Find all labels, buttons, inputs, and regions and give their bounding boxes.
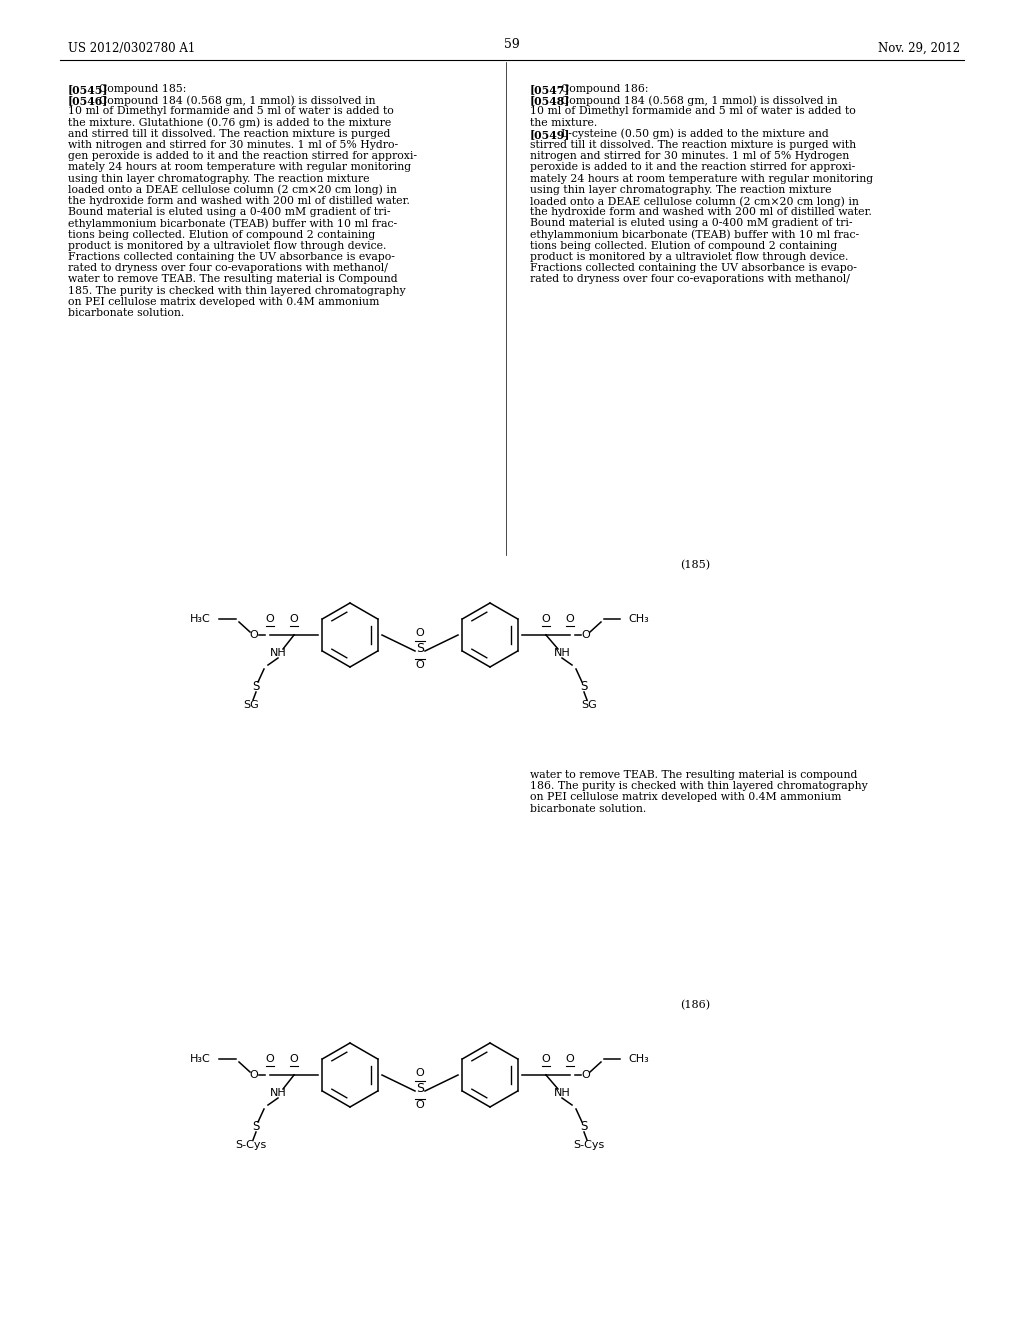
Text: on PEI cellulose matrix developed with 0.4M ammonium: on PEI cellulose matrix developed with 0… [68, 297, 379, 306]
Text: S: S [416, 643, 424, 656]
Text: Compound 186:: Compound 186: [554, 84, 649, 94]
Text: O: O [265, 614, 274, 624]
Text: [0546]: [0546] [68, 95, 109, 106]
Text: O: O [542, 1053, 550, 1064]
Text: SG: SG [243, 700, 259, 710]
Text: S-Cys: S-Cys [236, 1140, 266, 1150]
Text: US 2012/0302780 A1: US 2012/0302780 A1 [68, 42, 196, 55]
Text: tions being collected. Elution of compound 2 containing: tions being collected. Elution of compou… [68, 230, 375, 240]
Text: 185. The purity is checked with thin layered chromatography: 185. The purity is checked with thin lay… [68, 285, 406, 296]
Text: O: O [416, 628, 424, 638]
Text: NH: NH [269, 1088, 287, 1098]
Text: 59: 59 [504, 38, 520, 51]
Text: [0545]: [0545] [68, 84, 109, 95]
Text: O: O [265, 1053, 274, 1064]
Text: rated to dryness over four co-evaporations with methanol/: rated to dryness over four co-evaporatio… [68, 263, 388, 273]
Text: NH: NH [554, 648, 570, 657]
Text: NH: NH [269, 648, 287, 657]
Text: Compound 184 (0.568 gm, 1 mmol) is dissolved in: Compound 184 (0.568 gm, 1 mmol) is disso… [92, 95, 376, 106]
Text: O: O [290, 614, 298, 624]
Text: loaded onto a DEAE cellulose column (2 cm×20 cm long) in: loaded onto a DEAE cellulose column (2 c… [68, 185, 397, 195]
Text: ethylammonium bicarbonate (TEAB) buffer with 10 ml frac-: ethylammonium bicarbonate (TEAB) buffer … [68, 218, 397, 228]
Text: H₃C: H₃C [190, 1053, 211, 1064]
Text: SG: SG [582, 700, 597, 710]
Text: gen peroxide is added to it and the reaction stirred for approxi-: gen peroxide is added to it and the reac… [68, 152, 417, 161]
Text: bicarbonate solution.: bicarbonate solution. [68, 308, 184, 318]
Text: Compound 185:: Compound 185: [92, 84, 186, 94]
Text: S: S [252, 1121, 260, 1134]
Text: Fractions collected containing the UV absorbance is evapo-: Fractions collected containing the UV ab… [530, 263, 857, 273]
Text: H₃C: H₃C [190, 614, 211, 624]
Text: on PEI cellulose matrix developed with 0.4M ammonium: on PEI cellulose matrix developed with 0… [530, 792, 842, 803]
Text: using thin layer chromatography. The reaction mixture: using thin layer chromatography. The rea… [530, 185, 831, 195]
Text: water to remove TEAB. The resulting material is compound: water to remove TEAB. The resulting mate… [530, 770, 857, 780]
Text: loaded onto a DEAE cellulose column (2 cm×20 cm long) in: loaded onto a DEAE cellulose column (2 c… [530, 195, 859, 206]
Text: [0547]: [0547] [530, 84, 570, 95]
Text: NH: NH [554, 1088, 570, 1098]
Text: O: O [565, 1053, 574, 1064]
Text: CH₃: CH₃ [628, 614, 649, 624]
Text: O: O [250, 630, 258, 640]
Text: (185): (185) [680, 560, 710, 570]
Text: Nov. 29, 2012: Nov. 29, 2012 [878, 42, 961, 55]
Text: O: O [416, 1068, 424, 1078]
Text: the mixture.: the mixture. [530, 117, 597, 128]
Text: S: S [416, 1082, 424, 1096]
Text: bicarbonate solution.: bicarbonate solution. [530, 804, 646, 813]
Text: (186): (186) [680, 1001, 710, 1010]
Text: the mixture. Glutathione (0.76 gm) is added to the mixture: the mixture. Glutathione (0.76 gm) is ad… [68, 117, 391, 128]
Text: O: O [582, 1071, 591, 1080]
Text: ethylammonium bicarbonate (TEAB) buffer with 10 ml frac-: ethylammonium bicarbonate (TEAB) buffer … [530, 230, 859, 240]
Text: stirred till it dissolved. The reaction mixture is purged with: stirred till it dissolved. The reaction … [530, 140, 856, 150]
Text: O: O [250, 1071, 258, 1080]
Text: 10 ml of Dimethyl formamide and 5 ml of water is added to: 10 ml of Dimethyl formamide and 5 ml of … [530, 107, 856, 116]
Text: O: O [290, 1053, 298, 1064]
Text: with nitrogen and stirred for 30 minutes. 1 ml of 5% Hydro-: with nitrogen and stirred for 30 minutes… [68, 140, 398, 150]
Text: [0548]: [0548] [530, 95, 570, 106]
Text: mately 24 hours at room temperature with regular monitoring: mately 24 hours at room temperature with… [68, 162, 411, 173]
Text: nitrogen and stirred for 30 minutes. 1 ml of 5% Hydrogen: nitrogen and stirred for 30 minutes. 1 m… [530, 152, 849, 161]
Text: peroxide is added to it and the reaction stirred for approxi-: peroxide is added to it and the reaction… [530, 162, 855, 173]
Text: Bound material is eluted using a 0-400 mM gradient of tri-: Bound material is eluted using a 0-400 m… [68, 207, 390, 218]
Text: O: O [565, 614, 574, 624]
Text: S-Cys: S-Cys [573, 1140, 604, 1150]
Text: tions being collected. Elution of compound 2 containing: tions being collected. Elution of compou… [530, 240, 838, 251]
Text: using thin layer chromatography. The reaction mixture: using thin layer chromatography. The rea… [68, 174, 370, 183]
Text: Compound 184 (0.568 gm, 1 mmol) is dissolved in: Compound 184 (0.568 gm, 1 mmol) is disso… [554, 95, 838, 106]
Text: S: S [581, 681, 588, 693]
Text: 186. The purity is checked with thin layered chromatography: 186. The purity is checked with thin lay… [530, 781, 867, 791]
Text: O: O [582, 630, 591, 640]
Text: product is monitored by a ultraviolet flow through device.: product is monitored by a ultraviolet fl… [530, 252, 848, 261]
Text: the hydroxide form and washed with 200 ml of distilled water.: the hydroxide form and washed with 200 m… [530, 207, 871, 218]
Text: Bound material is eluted using a 0-400 mM gradient of tri-: Bound material is eluted using a 0-400 m… [530, 218, 853, 228]
Text: product is monitored by a ultraviolet flow through device.: product is monitored by a ultraviolet fl… [68, 240, 386, 251]
Text: 10 ml of Dimethyl formamide and 5 ml of water is added to: 10 ml of Dimethyl formamide and 5 ml of … [68, 107, 394, 116]
Text: O: O [416, 660, 424, 671]
Text: O: O [542, 614, 550, 624]
Text: and stirred till it dissolved. The reaction mixture is purged: and stirred till it dissolved. The react… [68, 129, 390, 139]
Text: water to remove TEAB. The resulting material is Compound: water to remove TEAB. The resulting mate… [68, 275, 397, 284]
Text: S: S [252, 681, 260, 693]
Text: the hydroxide form and washed with 200 ml of distilled water.: the hydroxide form and washed with 200 m… [68, 195, 410, 206]
Text: rated to dryness over four co-evaporations with methanol/: rated to dryness over four co-evaporatio… [530, 275, 850, 284]
Text: Fractions collected containing the UV absorbance is evapo-: Fractions collected containing the UV ab… [68, 252, 395, 261]
Text: [0549]: [0549] [530, 129, 570, 140]
Text: L-cysteine (0.50 gm) is added to the mixture and: L-cysteine (0.50 gm) is added to the mix… [554, 129, 829, 140]
Text: S: S [581, 1121, 588, 1134]
Text: CH₃: CH₃ [628, 1053, 649, 1064]
Text: O: O [416, 1100, 424, 1110]
Text: mately 24 hours at room temperature with regular monitoring: mately 24 hours at room temperature with… [530, 174, 873, 183]
